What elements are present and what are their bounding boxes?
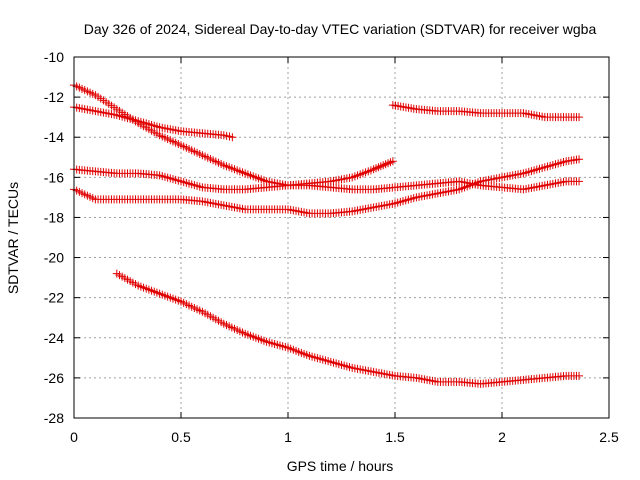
y-tick-label: -16 [44, 169, 64, 185]
x-tick-label: 2 [498, 429, 506, 445]
data-points [112, 269, 584, 388]
y-tick-label: -26 [44, 370, 64, 386]
y-tick-label: -18 [44, 209, 64, 225]
x-axis-label: GPS time / hours [287, 458, 394, 474]
data-points [70, 103, 237, 142]
data-series-sat-f [112, 269, 584, 388]
y-tick-label: -24 [44, 330, 64, 346]
y-tick-label: -12 [44, 89, 64, 105]
x-tick-label: 0 [70, 429, 78, 445]
axis-ticks: 0 0.5 1 1.5 2 2.5 -10 -12 -14 -16 -18 -20 -22 -24 -26 -… [44, 49, 619, 445]
data-series-sat-b [70, 103, 237, 142]
data-points [70, 157, 397, 194]
x-tick-label: 2.5 [599, 429, 619, 445]
data-series-sat-c [70, 157, 397, 194]
plot-frame [73, 56, 610, 419]
data-series-sat-e [388, 101, 584, 122]
x-tick-label: 1 [284, 429, 292, 445]
chart-title: Day 326 of 2024, Sidereal Day-to-day VTE… [84, 21, 597, 37]
grid [74, 57, 609, 418]
y-tick-label: -28 [44, 410, 64, 426]
y-tick-label: -22 [44, 290, 64, 306]
x-tick-label: 1.5 [385, 429, 405, 445]
y-axis-label: SDTVAR / TECUs [5, 182, 21, 294]
x-tick-label: 0.5 [171, 429, 191, 445]
y-tick-label: -14 [44, 129, 64, 145]
y-tick-label: -10 [44, 49, 64, 65]
data-points [388, 101, 584, 122]
data-layer [70, 81, 584, 388]
y-tick-label: -20 [44, 250, 64, 266]
